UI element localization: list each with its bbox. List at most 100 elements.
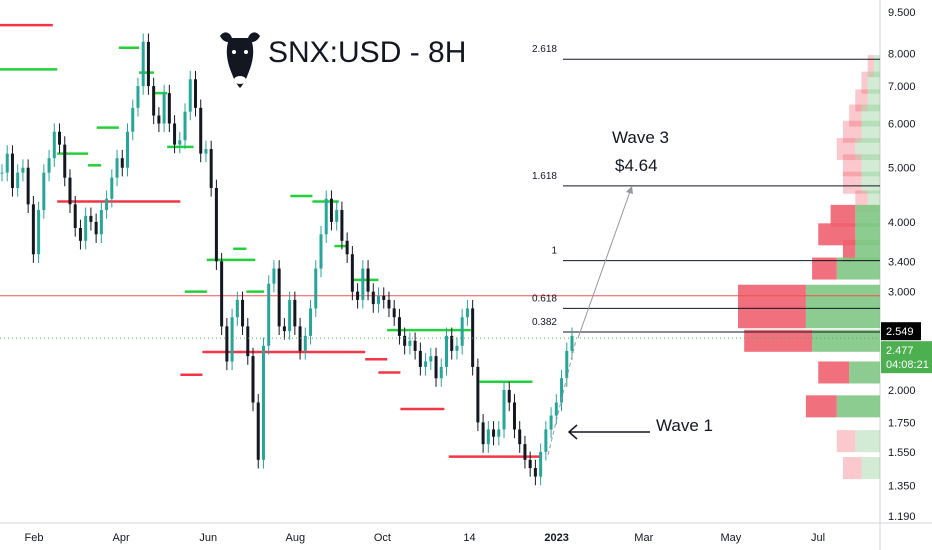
fib-level-label: 2.618 (532, 44, 557, 55)
candle-body (303, 335, 307, 351)
candle-body (157, 115, 161, 124)
candle-body (120, 158, 124, 168)
candle-body (512, 402, 516, 430)
volume-profile-buy-bar (873, 55, 880, 78)
candle-body (371, 291, 375, 305)
time-tick-label: 2023 (544, 532, 568, 544)
candle-body (167, 93, 171, 124)
wave3-projection-line (577, 185, 633, 339)
candle-body (345, 240, 349, 255)
candle-body (444, 335, 448, 367)
wave3-arrowhead (626, 186, 633, 194)
fibonacci-levels: 2.618 1.618 1 0.618 0.382 (532, 44, 880, 333)
candle-body (282, 326, 286, 332)
candle-body (492, 429, 496, 437)
candle-body (486, 429, 490, 445)
candle-body (52, 131, 56, 159)
candle-body (539, 451, 543, 477)
time-axis: Feb Apr Jun Aug Oct 14 2023 Mar May Jul (25, 532, 826, 544)
volume-profile-sell-bar (842, 154, 862, 177)
candle-body (246, 326, 250, 357)
chart-title-group: SNX:USD - 8H (220, 32, 466, 88)
candle-body (288, 299, 292, 332)
candle-body (460, 317, 464, 346)
candle-body (178, 140, 182, 145)
candle-body (0, 172, 4, 174)
candle-body (10, 153, 14, 188)
candle-body (314, 268, 318, 309)
price-badges: 2.549 2.477 04:08:21 (0, 322, 932, 374)
candle-body (115, 158, 119, 178)
candle-body (418, 350, 422, 367)
candle-body (476, 366, 480, 423)
candle-body (565, 350, 569, 379)
candle-body (518, 429, 522, 445)
fib-level-label: 0.382 (532, 317, 557, 328)
candle-body (424, 361, 428, 367)
price-axis: 9.500 8.000 7.000 6.000 5.000 4.000 3.400 3.000… (888, 7, 916, 523)
time-tick-label: Jun (199, 532, 217, 544)
candle-body (356, 291, 360, 300)
volume-profile-sell-bar (812, 257, 837, 280)
candle-body (26, 167, 30, 205)
candle-body (350, 254, 354, 292)
volume-profile-buy-bar (867, 71, 880, 94)
volume-profile-buy-bar (861, 120, 880, 143)
volume-profile-buy-bar (855, 138, 880, 161)
volume-profile-sell-bar (836, 138, 856, 161)
volume-profile-sell-bar (842, 457, 862, 480)
candle-body (99, 210, 103, 235)
current-price-label: 2.549 (886, 326, 914, 338)
candle-body (220, 261, 224, 327)
wave1-label: Wave 1 (656, 416, 713, 435)
candle-body (16, 172, 20, 188)
volume-profile-sell-bar (842, 171, 862, 194)
bull-logo-icon (220, 32, 260, 88)
annotations: Wave 3 $4.64 Wave 1 (547, 128, 713, 456)
price-tick-label: 8.000 (888, 49, 916, 61)
candle-body (47, 158, 51, 173)
candle-body (235, 299, 239, 318)
chart-title: SNX:USD - 8H (268, 36, 466, 69)
candle-body (94, 221, 98, 235)
candle-body (377, 295, 381, 305)
candle-body (188, 79, 192, 112)
candle-body (173, 123, 177, 145)
time-tick-label: Oct (374, 532, 391, 544)
price-tick-label: 3.000 (888, 287, 916, 299)
candle-body (73, 204, 77, 229)
candle-body (387, 299, 391, 309)
candle-body (465, 308, 469, 318)
candle-body (63, 144, 67, 178)
time-tick-label: Aug (286, 532, 306, 544)
candle-body (251, 356, 255, 403)
candle-body (5, 153, 9, 173)
price-tick-label: 6.000 (888, 118, 916, 130)
candle-body (214, 187, 218, 262)
candle-body (397, 317, 401, 336)
candle-body (183, 111, 187, 141)
candle-body (136, 86, 140, 108)
price-tick-label: 7.000 (888, 81, 916, 93)
last-price-label: 2.477 (886, 345, 914, 357)
candle-body (199, 107, 203, 154)
volume-profile-buy-bar (849, 361, 880, 384)
candles (0, 33, 574, 486)
candle-body (277, 268, 281, 327)
candle-body (366, 268, 370, 292)
volume-profile-buy-bar (855, 223, 880, 246)
price-tick-label: 1.550 (888, 447, 916, 459)
time-tick-label: Feb (25, 532, 44, 544)
price-tick-label: 1.190 (888, 511, 916, 523)
candle-body (434, 356, 438, 379)
candle-body (267, 283, 271, 346)
candle-body (209, 149, 213, 188)
candle-body (340, 210, 344, 241)
candle-body (58, 131, 62, 145)
candle-body (298, 326, 302, 351)
candle-body (528, 459, 532, 469)
candle-body (309, 308, 313, 336)
candle-body (335, 210, 339, 222)
fib-level-label: 0.618 (532, 293, 557, 304)
